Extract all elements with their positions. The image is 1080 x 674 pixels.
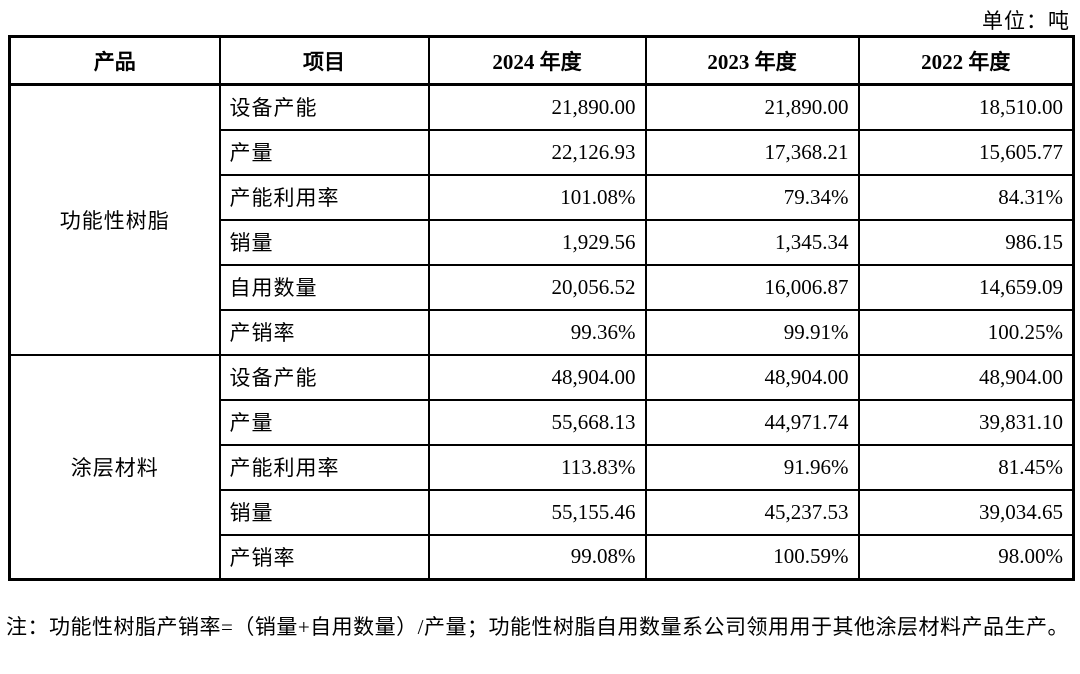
value-2024: 21,890.00 [427, 83, 647, 131]
item-label: 产量 [218, 128, 430, 176]
item-label: 自用数量 [218, 263, 430, 311]
table-row: 自用数量 20,056.52 16,006.87 14,659.09 [10, 263, 1075, 311]
value-2023: 21,890.00 [644, 83, 860, 131]
value-2023: 45,237.53 [644, 488, 860, 536]
value-2022: 18,510.00 [857, 83, 1075, 131]
header-product: 产品 [8, 35, 221, 86]
value-2024: 99.36% [427, 308, 647, 356]
value-2023: 79.34% [644, 173, 860, 221]
table-row: 产能利用率 101.08% 79.34% 84.31% [10, 173, 1075, 221]
item-label: 设备产能 [218, 83, 430, 131]
header-row: 产品 项目 2024 年度 2023 年度 2022 年度 [8, 35, 1075, 86]
value-2022: 98.00% [857, 533, 1075, 581]
unit-label: 单位：吨 [982, 9, 1070, 33]
value-2022: 100.25% [857, 308, 1075, 356]
value-2024: 48,904.00 [427, 353, 647, 401]
value-2022: 15,605.77 [857, 128, 1075, 176]
item-label: 产销率 [218, 533, 430, 581]
value-2022: 81.45% [857, 443, 1075, 491]
value-2022: 39,831.10 [857, 398, 1075, 446]
footnote: 注：功能性树脂产销率=（销量+自用数量）/产量；功能性树脂自用数量系公司领用用于… [6, 615, 1070, 639]
value-2024: 113.83% [427, 443, 647, 491]
table-row: 产销率 99.36% 99.91% 100.25% [10, 308, 1075, 356]
value-2022: 986.15 [857, 218, 1075, 266]
value-2023: 48,904.00 [644, 353, 860, 401]
value-2023: 1,345.34 [644, 218, 860, 266]
value-2024: 22,126.93 [427, 128, 647, 176]
table-row: 产销率 99.08% 100.59% 98.00% [10, 533, 1075, 581]
item-label: 销量 [218, 218, 430, 266]
value-2024: 101.08% [427, 173, 647, 221]
value-2023: 99.91% [644, 308, 860, 356]
value-2024: 55,668.13 [427, 398, 647, 446]
value-2022: 48,904.00 [857, 353, 1075, 401]
value-2023: 100.59% [644, 533, 860, 581]
value-2024: 20,056.52 [427, 263, 647, 311]
production-sales-table: 产品 项目 2024 年度 2023 年度 2022 年度 功能性树脂 设备产能… [8, 35, 1075, 581]
item-label: 产量 [218, 398, 430, 446]
header-item: 项目 [218, 35, 430, 86]
table-row: 功能性树脂 设备产能 21,890.00 21,890.00 18,510.00 [8, 83, 1075, 356]
value-2022: 14,659.09 [857, 263, 1075, 311]
value-2024: 55,155.46 [427, 488, 647, 536]
value-2023: 44,971.74 [644, 398, 860, 446]
table-row: 销量 1,929.56 1,345.34 986.15 [10, 218, 1075, 266]
item-label: 产销率 [218, 308, 430, 356]
table-row: 涂层材料 设备产能 48,904.00 48,904.00 48,904.00 [8, 353, 1075, 581]
header-2023: 2023 年度 [644, 35, 860, 86]
header-2022: 2022 年度 [857, 35, 1075, 86]
value-2022: 39,034.65 [857, 488, 1075, 536]
item-label: 销量 [218, 488, 430, 536]
value-2024: 99.08% [427, 533, 647, 581]
product-group-functional-resin: 功能性树脂 [8, 83, 221, 356]
value-2022: 84.31% [857, 173, 1075, 221]
item-label: 产能利用率 [218, 173, 430, 221]
value-2023: 17,368.21 [644, 128, 860, 176]
product-group-coating-materials: 涂层材料 [8, 353, 221, 581]
item-label: 设备产能 [218, 353, 430, 401]
table-row: 产量 22,126.93 17,368.21 15,605.77 [10, 128, 1075, 176]
table-row: 产能利用率 113.83% 91.96% 81.45% [10, 443, 1075, 491]
header-2024: 2024 年度 [427, 35, 647, 86]
table-row: 产量 55,668.13 44,971.74 39,831.10 [10, 398, 1075, 446]
item-label: 产能利用率 [218, 443, 430, 491]
table-row: 销量 55,155.46 45,237.53 39,034.65 [10, 488, 1075, 536]
value-2023: 16,006.87 [644, 263, 860, 311]
value-2023: 91.96% [644, 443, 860, 491]
value-2024: 1,929.56 [427, 218, 647, 266]
